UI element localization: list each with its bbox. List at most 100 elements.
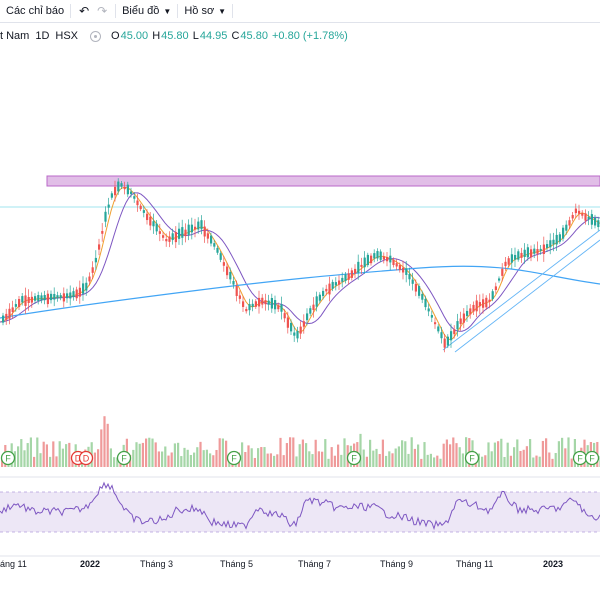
redo-icon[interactable]: ↷: [97, 4, 108, 18]
price-candle: [370, 255, 373, 264]
financial-marker-label: F: [577, 454, 583, 464]
volume-bar: [481, 456, 484, 467]
price-candle: [334, 282, 337, 286]
volume-bar: [177, 442, 180, 467]
price-candle: [530, 249, 533, 258]
price-candle: [446, 336, 449, 346]
volume-bar: [410, 437, 413, 467]
volume-bar: [509, 455, 512, 467]
price-candle: [219, 253, 222, 260]
volume-bar: [241, 442, 244, 467]
price-candle: [18, 298, 21, 308]
price-candle: [373, 253, 376, 259]
volume-bar: [420, 458, 423, 467]
close-value: 45.80: [240, 30, 268, 42]
price-candle: [245, 308, 248, 312]
volume-bar: [391, 453, 394, 467]
dividend-marker-label: D: [75, 454, 82, 464]
undo-icon[interactable]: ↶: [79, 4, 90, 18]
volume-bar: [292, 437, 295, 467]
price-candle: [424, 298, 427, 308]
price-candle: [587, 216, 590, 220]
price-candle: [110, 193, 113, 198]
price-candle: [267, 300, 270, 305]
volume-bar: [263, 447, 266, 467]
price-candle: [376, 251, 379, 259]
price-candle: [21, 296, 24, 303]
volume-bar: [452, 437, 455, 467]
price-candle: [562, 227, 565, 239]
volume-bar: [378, 454, 381, 467]
volume-bar: [282, 455, 285, 467]
chart-menu-button[interactable]: Biểu đồ ▼: [116, 0, 177, 22]
time-axis-label: Tháng 11: [456, 559, 494, 569]
price-candle: [174, 232, 177, 243]
price-candle: [24, 295, 27, 306]
volume-bar: [362, 449, 365, 467]
volume-bar: [205, 449, 208, 467]
price-candle: [30, 296, 33, 303]
price-candle: [549, 240, 552, 248]
volume-bar: [161, 451, 164, 467]
price-candle: [558, 234, 561, 242]
price-candle: [328, 283, 331, 295]
volume-bar: [250, 448, 253, 467]
time-axis-label: 2022: [80, 559, 101, 569]
price-candle: [347, 273, 350, 280]
volume-bar: [49, 456, 52, 467]
price-candle: [299, 326, 302, 334]
rsi-band: [0, 492, 600, 532]
volume-bar: [516, 439, 519, 467]
volume-bar: [394, 448, 397, 467]
volume-bar: [477, 453, 480, 467]
volume-bar: [541, 440, 544, 467]
dividend-marker: [78, 450, 94, 466]
symbol-interval[interactable]: 1D: [35, 30, 50, 42]
price-candle: [238, 295, 241, 299]
price-candle: [254, 301, 257, 307]
price-candle: [494, 286, 497, 291]
volume-bar: [253, 457, 256, 467]
volume-bar: [321, 451, 324, 467]
visibility-eye-icon[interactable]: [90, 30, 102, 42]
price-candle: [149, 216, 152, 226]
chevron-down-icon: ▼: [163, 6, 172, 16]
ma-long-line: [0, 265, 600, 319]
volume-bar: [317, 451, 320, 467]
volume-bar: [29, 437, 32, 467]
price-candle: [222, 262, 225, 266]
volume-bar: [493, 442, 496, 467]
profile-menu-button[interactable]: Hồ sơ ▼: [178, 0, 232, 22]
price-candle: [590, 214, 593, 225]
price-candle: [389, 255, 392, 263]
price-candle: [421, 293, 424, 300]
price-candle: [462, 313, 465, 323]
symbol-name[interactable]: t Nam: [0, 30, 30, 42]
volume-bar: [257, 448, 260, 467]
price-candle: [571, 214, 574, 219]
financial-marker-label: F: [5, 454, 11, 464]
time-axis[interactable]: áng 11 2022 Tháng 3 Tháng 5 Tháng 7 Thán…: [0, 557, 600, 573]
volume-bar: [445, 439, 448, 467]
volume-bar: [564, 448, 567, 467]
price-candle: [430, 315, 433, 318]
indicators-button[interactable]: Các chỉ báo: [0, 0, 70, 22]
volume-bar: [189, 454, 192, 467]
volume-bar: [26, 443, 29, 467]
price-candle: [5, 313, 8, 320]
volume-bar: [36, 437, 39, 467]
price-candle: [520, 252, 523, 258]
volume-bar: [455, 443, 458, 467]
price-candle: [158, 231, 161, 234]
price-candle: [178, 228, 181, 239]
high-label: H: [152, 30, 161, 42]
volume-bar: [148, 437, 151, 467]
volume-bar: [538, 456, 541, 467]
price-candle: [434, 322, 437, 325]
price-candle: [229, 271, 232, 280]
volume-bar: [93, 452, 96, 467]
price-candle: [597, 220, 600, 228]
volume-bar: [404, 441, 407, 467]
price-candle: [296, 330, 299, 339]
